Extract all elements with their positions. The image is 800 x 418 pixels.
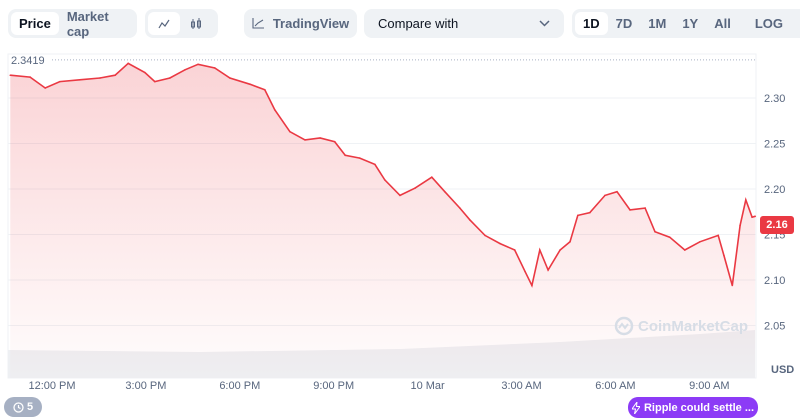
- tradingview-button[interactable]: TradingView: [244, 9, 357, 38]
- range-selector: 1D 7D 1M 1Y All LOG ···: [572, 9, 800, 38]
- history-count: 5: [26, 401, 34, 413]
- chevron-down-icon: [539, 20, 550, 27]
- x-tick-label: 12:00 PM: [28, 380, 76, 392]
- line-chart-icon: [158, 19, 170, 28]
- current-price-badge: 2.16: [760, 216, 794, 235]
- x-tick-label: 6:00 AM: [595, 380, 636, 392]
- high-price-label: 2.3419: [11, 55, 45, 67]
- y-tick-label: 2.30: [764, 93, 785, 105]
- candlestick-icon: [191, 17, 201, 29]
- clock-history-icon: [13, 401, 24, 413]
- x-tick-label: 9:00 PM: [313, 380, 355, 392]
- range-1m[interactable]: 1M: [648, 16, 667, 31]
- x-tick-label: 10 Mar: [410, 380, 445, 392]
- y-tick-label: 2.10: [764, 275, 785, 287]
- y-tick-label: 2.25: [764, 139, 785, 151]
- coinmarketcap-watermark: CoinMarketCap: [614, 316, 748, 336]
- range-1d[interactable]: 1D: [575, 12, 608, 35]
- tab-price[interactable]: Price: [11, 12, 59, 35]
- history-events-button[interactable]: 5: [4, 397, 42, 417]
- y-tick-label: 2.05: [764, 321, 785, 333]
- x-tick-label: 3:00 AM: [501, 380, 542, 392]
- line-chart-button[interactable]: [148, 12, 180, 35]
- lightning-icon: [631, 401, 640, 414]
- price-line: [10, 62, 756, 288]
- coinmarketcap-logo-icon: [614, 316, 634, 336]
- tradingview-chart-icon: [252, 18, 264, 29]
- range-all[interactable]: All: [714, 16, 731, 31]
- x-tick-label: 9:00 AM: [689, 380, 730, 392]
- news-pill[interactable]: Ripple could settle ...: [628, 397, 758, 418]
- y-tick-label: 2.20: [764, 184, 785, 196]
- log-toggle[interactable]: LOG: [754, 16, 784, 31]
- x-tick-label: 6:00 PM: [219, 380, 261, 392]
- compare-with-dropdown[interactable]: Compare with: [364, 9, 564, 38]
- chart-style-toggle: [145, 9, 218, 38]
- price-marketcap-toggle: Price Market cap: [8, 8, 137, 39]
- price-area-fill: [10, 63, 756, 379]
- range-1y[interactable]: 1Y: [682, 16, 699, 31]
- watermark-text: CoinMarketCap: [638, 317, 749, 335]
- tradingview-label: TradingView: [272, 16, 350, 31]
- candlestick-button[interactable]: [180, 12, 212, 35]
- range-7d[interactable]: 7D: [615, 16, 633, 31]
- compare-placeholder: Compare with: [378, 16, 459, 31]
- news-text: Ripple could settle ...: [643, 401, 755, 414]
- currency-label: USD: [771, 364, 795, 376]
- tab-market-cap[interactable]: Market cap: [66, 8, 109, 39]
- x-tick-label: 3:00 PM: [125, 380, 167, 392]
